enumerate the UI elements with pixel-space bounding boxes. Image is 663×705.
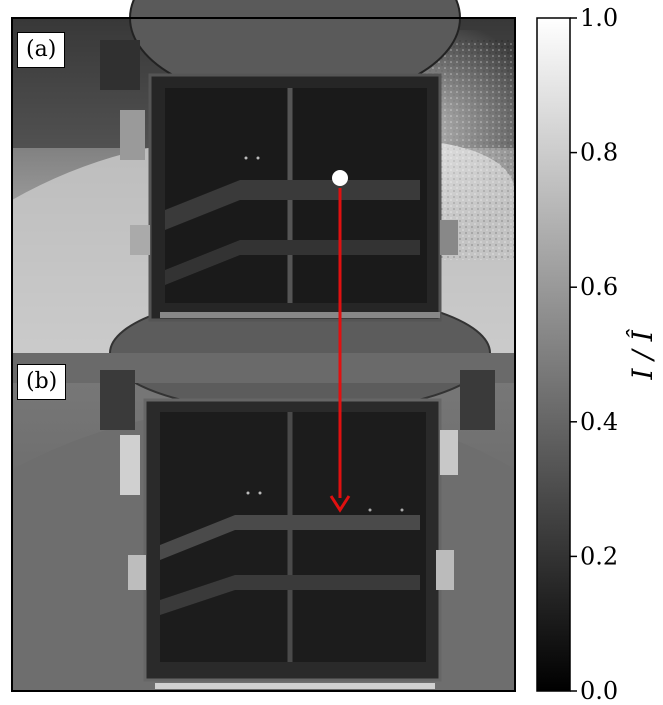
colorbar-label: I / Î [626, 328, 659, 380]
colorbar-gradient [536, 17, 571, 692]
bright-spot [332, 170, 348, 186]
colorbar-tick-label: 0.2 [580, 542, 618, 570]
colorbar-tick-label: 0.8 [580, 139, 618, 167]
panel-b-label: (b) [17, 364, 67, 400]
photo-panel [11, 0, 516, 692]
panel-a-label: (a) [17, 32, 66, 68]
device-box-top [100, 40, 458, 322]
colorbar-tick-label: 0.4 [580, 408, 618, 436]
photo-frame [11, 17, 516, 692]
device-box-bottom [100, 370, 495, 689]
colorbar-tick-label: 1.0 [580, 4, 618, 32]
colorbar-tick-label: 0.0 [580, 677, 618, 705]
red-arrow [329, 188, 351, 513]
colorbar: 0.0 0.2 0.4 0.6 0.8 1.0 I / Î [536, 4, 659, 705]
colorbar-tick-label: 0.6 [580, 273, 618, 301]
